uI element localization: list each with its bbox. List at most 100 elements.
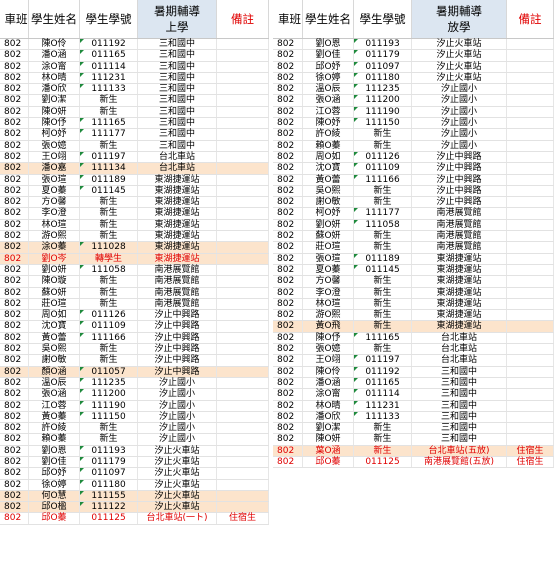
bus-cell: 802 xyxy=(273,163,303,174)
note-cell xyxy=(217,242,269,253)
bus-cell: 802 xyxy=(273,106,303,118)
student-name-cell: 謝O敏 xyxy=(303,197,354,208)
bus-cell: 802 xyxy=(273,423,303,434)
header-schedule-line2: 放學 xyxy=(447,20,471,34)
bus-cell: 802 xyxy=(0,434,29,445)
stop-cell: 汐止中興路 xyxy=(412,197,507,208)
note-cell: 住宿生 xyxy=(507,445,554,456)
note-cell xyxy=(507,231,554,242)
bus-cell: 802 xyxy=(0,423,29,434)
header-bus: 車班 xyxy=(0,0,29,38)
note-cell xyxy=(507,423,554,434)
stop-cell: 台北車站 xyxy=(138,151,217,163)
student-id-cell: 011126 xyxy=(354,151,412,163)
note-cell xyxy=(507,253,554,264)
student-name-cell: 劉O岑 xyxy=(29,253,80,264)
student-id-cell: 011180 xyxy=(80,479,138,490)
bus-cell: 802 xyxy=(273,389,303,400)
header-schedule: 暑期輔導 上學 xyxy=(138,0,217,38)
student-name-cell: 周O如 xyxy=(29,310,80,321)
student-name-cell: 陳O妍 xyxy=(29,106,80,118)
note-cell xyxy=(217,411,269,423)
note-cell xyxy=(507,287,554,298)
bus-cell: 802 xyxy=(0,151,29,163)
note-cell xyxy=(507,389,554,400)
table-row: 802 周O如 011126 汐止中興路 xyxy=(273,151,554,164)
table-row: 802 方O馨 新生 東湖捷運站 xyxy=(273,276,554,288)
student-id-cell: 新生 xyxy=(354,344,412,355)
table-row: 802 蘇O妍 新生 南港展覽館 xyxy=(0,287,269,299)
table-row: 802 溫O辰 111235 汐止國小 xyxy=(273,84,554,96)
student-name-cell: 徐O婷 xyxy=(29,479,80,490)
student-id-cell: 新生 xyxy=(354,423,412,434)
table-row: 802 陳O伶 011192 三和國中 xyxy=(273,366,554,378)
bus-cell: 802 xyxy=(273,95,303,106)
student-id-cell: 轉學生 xyxy=(80,253,138,264)
student-id-cell: 新生 xyxy=(80,355,138,366)
student-id-cell: 111231 xyxy=(354,400,412,411)
student-name-cell: 劉O妍 xyxy=(303,219,354,231)
student-id-cell: 新生 xyxy=(80,276,138,287)
student-name-cell: 涂O蓁 xyxy=(29,242,80,253)
note-cell xyxy=(507,151,554,163)
student-id-cell: 011193 xyxy=(354,39,412,50)
bus-cell: 802 xyxy=(273,287,303,298)
bus-cell: 802 xyxy=(273,174,303,185)
student-name-cell: 張O瑄 xyxy=(29,174,80,185)
note-cell xyxy=(507,366,554,377)
bus-cell: 802 xyxy=(273,231,303,242)
stop-cell: 汐止國小 xyxy=(412,118,507,129)
student-id-cell: 新生 xyxy=(80,423,138,434)
table-row: 802 許O綾 新生 汐止國小 xyxy=(273,129,554,141)
note-cell xyxy=(217,129,269,140)
stop-cell: 南港展覽館 xyxy=(412,219,507,231)
student-name-cell: 葉O涵 xyxy=(303,445,354,456)
student-id-cell: 011057 xyxy=(80,366,138,377)
student-name-cell: 陳O伶 xyxy=(29,39,80,50)
table-row: 802 吳O熙 新生 汐止中興路 xyxy=(0,344,269,356)
stop-cell: 東湖捷運站 xyxy=(412,310,507,321)
note-cell xyxy=(507,219,554,231)
table-row: 802 黃O蕾 111166 汐止中興路 xyxy=(0,332,269,345)
note-cell: 住宿生 xyxy=(507,456,554,468)
student-id-cell: 111190 xyxy=(354,106,412,118)
note-cell xyxy=(507,321,554,332)
stop-cell: 汐止國小 xyxy=(412,95,507,106)
stop-cell: 三和國中 xyxy=(138,106,217,118)
student-name-cell: 謝O敏 xyxy=(29,355,80,366)
stop-cell: 南港展覽館 xyxy=(412,208,507,219)
note-cell xyxy=(217,423,269,434)
stop-cell: 三和國中 xyxy=(138,140,217,151)
table-row: 802 徐O婷 011180 汐止火車站 xyxy=(0,479,269,491)
student-name-cell: 王O翊 xyxy=(303,355,354,366)
table-row: 802 邱O蓁 011125 台北車站(一ト) 住宿生 xyxy=(0,513,269,525)
bus-cell: 802 xyxy=(0,39,29,50)
bus-cell: 802 xyxy=(0,61,29,72)
stop-cell: 三和國中 xyxy=(138,84,217,95)
note-cell xyxy=(217,50,269,61)
bus-cell: 802 xyxy=(0,185,29,197)
stop-cell: 台北車站(一ト) xyxy=(138,513,217,524)
table-row: 802 黃O飛 新生 東湖捷運站 xyxy=(273,321,554,333)
bus-cell: 802 xyxy=(0,197,29,208)
student-name-cell: 賴O蓁 xyxy=(29,434,80,445)
table-row: 802 謝O敏 新生 汐止中興路 xyxy=(0,355,269,367)
stop-cell: 三和國中 xyxy=(138,129,217,140)
student-name-cell: 林O瑄 xyxy=(303,298,354,310)
stop-cell: 東湖捷運站 xyxy=(412,321,507,332)
stop-cell: 汐止國小 xyxy=(412,129,507,140)
stop-cell: 三和國中 xyxy=(138,50,217,61)
student-name-cell: 張O涵 xyxy=(303,95,354,106)
student-name-cell: 陳O伶 xyxy=(303,366,354,377)
note-cell xyxy=(217,264,269,276)
bus-cell: 802 xyxy=(273,276,303,287)
stop-cell: 台北車站 xyxy=(412,355,507,366)
bus-cell: 802 xyxy=(273,39,303,50)
bus-cell: 802 xyxy=(0,219,29,231)
note-cell xyxy=(217,389,269,400)
table-row: 802 林O晴 111231 三和國中 xyxy=(0,72,269,85)
student-id-cell: 111177 xyxy=(354,208,412,219)
note-cell xyxy=(507,197,554,208)
student-name-cell: 游O熙 xyxy=(303,310,354,321)
bus-cell: 802 xyxy=(0,72,29,84)
